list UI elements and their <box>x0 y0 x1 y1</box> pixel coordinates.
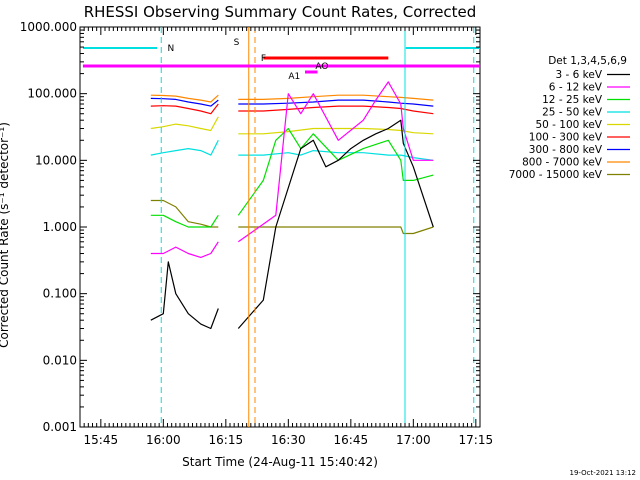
legend-label-100-300-kev: 100 - 300 keV <box>529 132 603 144</box>
series-100-300-kev <box>150 103 434 115</box>
legend-label-3-6-kev: 3 - 6 keV <box>555 69 602 81</box>
x-tick-label: 17:15 <box>459 433 494 447</box>
x-tick-label: 16:15 <box>209 433 244 447</box>
plot-area <box>150 81 434 330</box>
x-axis-label: Start Time (24-Aug-11 15:40:42) <box>182 455 378 469</box>
y-tick-label: 0.100 <box>43 287 77 301</box>
legend-label-7000-15000-kev: 7000 - 15000 keV <box>509 169 603 181</box>
series-6-12-kev <box>150 81 434 258</box>
saa-flag-label: S <box>234 38 240 48</box>
flare-flag-label: F <box>261 54 266 64</box>
series-25-50-kev <box>150 140 434 161</box>
y-tick-label: 10.000 <box>35 153 77 167</box>
night-flag-label: N <box>168 44 175 54</box>
legend-label-800-7000-kev: 800 - 7000 keV <box>522 157 603 169</box>
legend-label-12-25-kev: 12 - 25 keV <box>542 94 603 106</box>
x-axis: 15:45 16:00 16:15 16:30 16:45 17:00 17:15 <box>79 27 494 447</box>
y-tick-label: 0.010 <box>43 353 77 367</box>
legend-title: Det 1,3,4,5,6,9 <box>548 55 627 67</box>
footer-timestamp: 19-Oct-2021 13:12 <box>570 469 636 477</box>
x-tick-label: 16:00 <box>146 433 181 447</box>
legend-label-6-12-kev: 6 - 12 keV <box>549 82 603 94</box>
a1-flag-label: A1 <box>288 72 300 82</box>
x-tick-label: 17:00 <box>396 433 431 447</box>
x-tick-label: 15:45 <box>84 433 119 447</box>
y-axis-label: Corrected Count Rate (s⁻¹ detector⁻¹) <box>0 122 11 348</box>
chart-title: RHESSI Observing Summary Count Rates, Co… <box>84 3 477 21</box>
y-tick-label: 100.000 <box>27 87 77 101</box>
series-3-6-kev <box>150 119 434 330</box>
series-800-7000-kev <box>150 94 434 103</box>
x-tick-label: 16:45 <box>334 433 369 447</box>
series-7000-15000-kev <box>150 199 434 235</box>
y-tick-label: 1.000 <box>43 220 77 234</box>
y-tick-label: 1000.000 <box>20 20 77 34</box>
legend-label-25-50-kev: 25 - 50 keV <box>542 107 603 119</box>
series-50-100-kev <box>150 116 434 135</box>
y-axis: 1000.000 100.000 10.000 1.000 0.100 0.010 0.00… <box>20 20 480 434</box>
x-tick-label: 16:30 <box>271 433 306 447</box>
ao-flag-label: AO <box>315 62 328 72</box>
series-300-800-kev <box>150 97 434 107</box>
y-tick-label: 0.001 <box>43 420 77 434</box>
legend-label-50-100-kev: 50 - 100 keV <box>535 119 602 131</box>
legend-label-300-800-kev: 300 - 800 keV <box>529 144 603 156</box>
